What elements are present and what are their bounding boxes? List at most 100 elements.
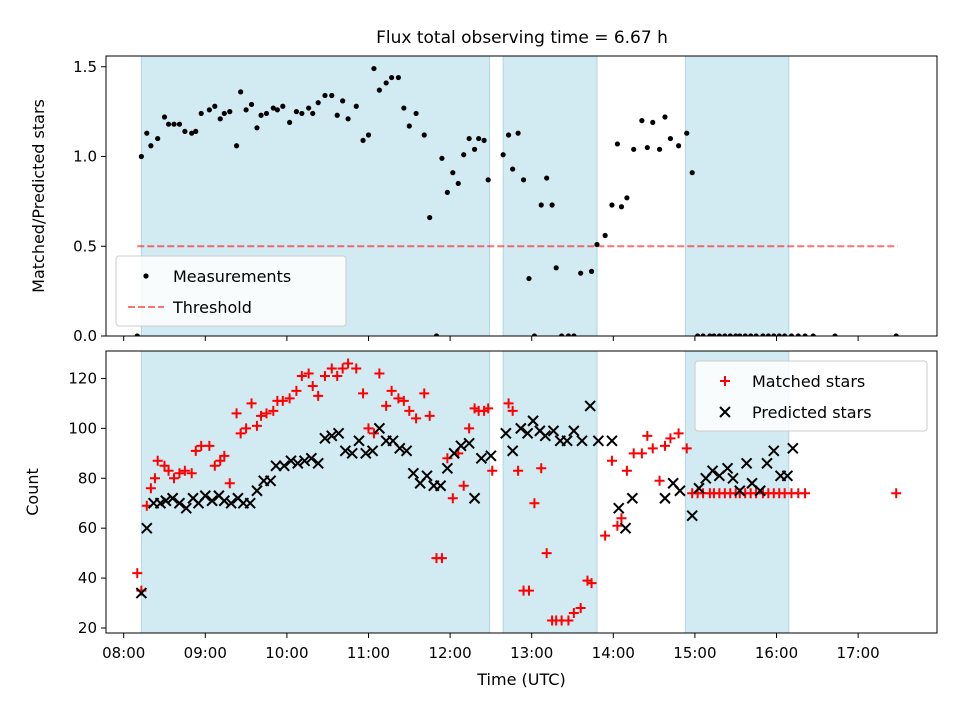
predicted-stars-point [332, 427, 345, 440]
matched-stars-point [235, 428, 246, 439]
predicted-stars-point [199, 490, 211, 502]
xlabel: Time (UTC) [476, 670, 565, 689]
measurements-point [656, 146, 663, 152]
matched-stars-point [800, 488, 811, 499]
matched-stars-point [256, 410, 267, 421]
matched-stars-point [291, 385, 302, 396]
measurements-point [727, 333, 733, 336]
matched-stars-point [681, 443, 692, 454]
predicted-stars-point [761, 457, 773, 470]
top-axes-frame [105, 55, 938, 337]
legend-marker-predicted-stars [719, 406, 731, 418]
measurements-point [274, 107, 280, 113]
legend-marker-matched-stars [720, 376, 730, 386]
matched-stars-point [251, 420, 262, 431]
matched-stars-point [149, 473, 160, 484]
matched-stars-point [419, 388, 430, 399]
measurements-point [439, 155, 445, 161]
measurements-point [684, 130, 690, 136]
predicted-stars-point [613, 502, 625, 514]
measurements-point [421, 132, 427, 138]
measurements-point [270, 105, 276, 111]
bottom-legend-box [694, 360, 928, 432]
measurements-point [221, 110, 227, 117]
measurements-point [144, 130, 150, 136]
predicted-stars-point [754, 485, 766, 497]
measurements-point [171, 121, 177, 127]
measurements-point [334, 112, 340, 118]
xtick-label: 13:00 [510, 644, 553, 662]
predicted-stars-point [285, 455, 297, 467]
measurements-point [667, 135, 674, 142]
matched-stars-point [246, 398, 257, 409]
top-shaded-interval-1 [502, 55, 598, 337]
predicted-stars-point [434, 480, 447, 492]
measurements-point [565, 333, 572, 336]
predicted-stars-point [225, 497, 237, 509]
measurements-point [795, 333, 801, 336]
measurements-point [737, 333, 743, 336]
predicted-stars-point [180, 502, 192, 514]
predicted-stars-point [515, 422, 527, 435]
matched-stars-point [319, 370, 330, 381]
measurements-point [476, 135, 482, 142]
measurements-point [138, 153, 144, 160]
measurements-point [258, 112, 264, 118]
predicted-stars-point [455, 440, 467, 452]
measurements-point [254, 125, 260, 131]
measurements-point [471, 146, 478, 152]
top-legend-box [115, 255, 347, 327]
matched-stars-point [541, 548, 552, 559]
measurements-point [227, 109, 233, 115]
predicted-stars-point [693, 482, 705, 494]
bottom-shaded-interval-1 [502, 350, 598, 634]
measurements-point [238, 89, 244, 95]
matched-stars-point [647, 443, 658, 454]
measurements-point [765, 333, 771, 336]
matched-stars-point [363, 423, 374, 434]
predicted-stars-point [674, 485, 686, 497]
bottom-ytick-label: 40 [78, 569, 97, 587]
matched-stars-point [665, 433, 676, 444]
predicted-stars-point [568, 425, 580, 437]
predicted-stars-point [485, 450, 497, 462]
matched-stars-point [284, 393, 295, 404]
measurements-point [161, 114, 168, 120]
measurements-point [644, 144, 650, 151]
measurements-point [716, 333, 722, 336]
matched-stars-point [174, 468, 185, 479]
measurements-point [299, 110, 305, 117]
matched-stars-point [219, 450, 230, 461]
matched-stars-point [606, 455, 617, 466]
predicted-stars-point [400, 445, 413, 457]
measurements-point [609, 202, 615, 208]
predicted-stars-point [734, 485, 746, 497]
measurements-point [700, 333, 706, 336]
matched-stars-point [487, 465, 498, 476]
measurements-point [614, 141, 620, 147]
measurements-point [365, 132, 372, 138]
matched-stars-point [152, 455, 163, 466]
measurements-point [753, 333, 759, 336]
predicted-stars-point [305, 452, 318, 465]
bottom-shaded-interval-0 [140, 350, 491, 634]
measurements-point [602, 232, 608, 239]
matched-stars-point [513, 465, 524, 476]
xtick-label: 17:00 [836, 644, 879, 662]
legend-label-matched-stars: Matched stars [752, 372, 865, 391]
matched-stars-point [386, 385, 397, 396]
predicted-stars-point [500, 427, 512, 440]
measurements-point [148, 143, 154, 149]
measurements-point [212, 103, 218, 109]
matched-stars-point [313, 390, 324, 401]
predicted-stars-point [727, 472, 739, 484]
predicted-stars-point [686, 510, 698, 522]
measurements-point [594, 241, 600, 248]
matched-stars-point [241, 423, 252, 434]
predicted-stars-point [463, 437, 475, 450]
measurements-point [280, 103, 286, 109]
measurements-point [189, 130, 195, 136]
top-panel-ratio-plot: 0.0 0.5 1.0 1.5 Matched/Predicted stars Measu… [29, 55, 938, 345]
xtick-label: 14:00 [592, 644, 635, 662]
matched-stars-point [612, 520, 623, 531]
